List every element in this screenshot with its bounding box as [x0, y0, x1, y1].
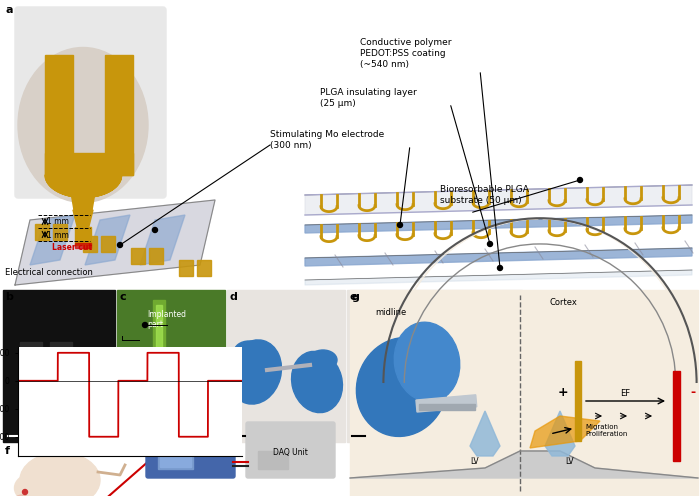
- Bar: [53, 399, 61, 427]
- Polygon shape: [530, 416, 600, 448]
- Ellipse shape: [18, 48, 148, 202]
- Text: Cortex: Cortex: [550, 298, 578, 307]
- Text: Stimulating Mo electrode
(300 nm): Stimulating Mo electrode (300 nm): [270, 130, 384, 150]
- Polygon shape: [470, 411, 500, 456]
- Text: DAQ Unit: DAQ Unit: [272, 448, 307, 457]
- Polygon shape: [68, 175, 98, 210]
- Circle shape: [143, 322, 148, 327]
- Circle shape: [498, 265, 503, 270]
- Text: Stimulator: Stimulator: [170, 448, 210, 457]
- Bar: [131, 248, 145, 264]
- Text: Electrical connection: Electrical connection: [5, 268, 93, 277]
- Text: e: e: [349, 292, 356, 302]
- Text: Stimulation
site: Stimulation site: [65, 372, 101, 383]
- Bar: [23, 352, 31, 387]
- Bar: [83, 236, 97, 252]
- Bar: [3, 290, 115, 442]
- Text: EF: EF: [620, 389, 630, 398]
- Circle shape: [578, 178, 582, 183]
- Bar: [227, 290, 345, 442]
- Text: 1 mm: 1 mm: [47, 218, 69, 227]
- Text: g: g: [352, 292, 360, 302]
- FancyBboxPatch shape: [146, 422, 235, 478]
- FancyBboxPatch shape: [246, 422, 335, 478]
- Polygon shape: [140, 215, 185, 265]
- Bar: [75, 243, 91, 248]
- Text: LV: LV: [566, 457, 574, 466]
- Text: midline: midline: [375, 308, 406, 317]
- Polygon shape: [305, 270, 692, 285]
- Circle shape: [153, 228, 158, 233]
- Text: PLGA insulating layer
(25 μm): PLGA insulating layer (25 μm): [320, 88, 416, 108]
- Bar: [179, 260, 193, 276]
- Bar: [53, 352, 61, 387]
- Bar: [35, 224, 49, 240]
- Bar: [156, 305, 162, 422]
- Ellipse shape: [20, 452, 100, 496]
- Circle shape: [22, 490, 27, 495]
- Text: a: a: [5, 5, 13, 15]
- Bar: [75, 227, 91, 245]
- Circle shape: [398, 223, 402, 228]
- Bar: [149, 248, 163, 264]
- Ellipse shape: [15, 495, 29, 496]
- Polygon shape: [40, 427, 80, 442]
- Polygon shape: [305, 248, 692, 266]
- Bar: [45, 153, 133, 175]
- Circle shape: [487, 242, 493, 247]
- Bar: [416, 395, 477, 412]
- Polygon shape: [30, 215, 75, 265]
- Polygon shape: [85, 215, 130, 265]
- Circle shape: [143, 363, 148, 368]
- Polygon shape: [38, 402, 82, 414]
- Polygon shape: [15, 200, 215, 285]
- Text: d: d: [229, 292, 237, 302]
- Text: 1 mm: 1 mm: [47, 231, 69, 240]
- Bar: [45, 55, 73, 175]
- Text: f: f: [5, 446, 10, 456]
- Text: b: b: [5, 292, 13, 302]
- Bar: [117, 290, 225, 442]
- Text: Migration
Proliferation: Migration Proliferation: [585, 424, 627, 437]
- Bar: [575, 361, 581, 441]
- Text: Laser cut: Laser cut: [52, 243, 92, 252]
- Polygon shape: [305, 185, 692, 215]
- Bar: [50, 342, 72, 402]
- Ellipse shape: [228, 340, 281, 404]
- Polygon shape: [350, 451, 698, 478]
- Ellipse shape: [309, 350, 337, 370]
- Circle shape: [118, 243, 122, 248]
- Bar: [158, 451, 193, 469]
- Text: c: c: [119, 292, 125, 302]
- Text: LV: LV: [470, 457, 480, 466]
- Ellipse shape: [292, 351, 342, 413]
- Ellipse shape: [356, 338, 447, 436]
- Bar: [350, 290, 698, 496]
- Bar: [53, 224, 67, 240]
- Polygon shape: [45, 175, 121, 197]
- Bar: [160, 453, 191, 467]
- FancyBboxPatch shape: [15, 7, 166, 198]
- Polygon shape: [545, 411, 575, 456]
- Polygon shape: [305, 215, 692, 233]
- Bar: [258, 451, 288, 469]
- Text: Implanted
part: Implanted part: [147, 310, 186, 329]
- Bar: [673, 371, 680, 461]
- Ellipse shape: [15, 474, 50, 496]
- Bar: [20, 342, 42, 402]
- Ellipse shape: [394, 322, 460, 402]
- Bar: [419, 404, 475, 410]
- Text: Bioresorbable PLGA
substrate (50 μm): Bioresorbable PLGA substrate (50 μm): [440, 185, 529, 205]
- Text: Insulation: Insulation: [65, 358, 96, 363]
- Bar: [153, 300, 165, 427]
- Bar: [105, 55, 133, 175]
- Text: -: -: [690, 386, 696, 399]
- Bar: [101, 236, 115, 252]
- Ellipse shape: [234, 341, 264, 363]
- Bar: [347, 290, 522, 442]
- Bar: [197, 260, 211, 276]
- Polygon shape: [73, 210, 93, 230]
- Text: Conductive polymer
PEDOT:PSS coating
(~540 nm): Conductive polymer PEDOT:PSS coating (~5…: [360, 38, 452, 69]
- Text: +: +: [558, 386, 568, 399]
